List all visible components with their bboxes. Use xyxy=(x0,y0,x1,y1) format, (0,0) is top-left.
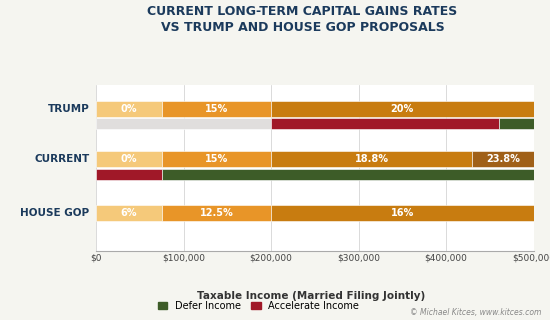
Legend: Defer Income, Accelerate Income: Defer Income, Accelerate Income xyxy=(154,297,363,315)
Text: CURRENT: CURRENT xyxy=(34,154,89,164)
Bar xyxy=(271,151,472,167)
Text: © Michael Kitces, www.kitces.com: © Michael Kitces, www.kitces.com xyxy=(410,308,542,317)
Bar xyxy=(472,151,534,167)
Text: CURRENT LONG-TERM CAPITAL GAINS RATES
VS TRUMP AND HOUSE GOP PROPOSALS: CURRENT LONG-TERM CAPITAL GAINS RATES VS… xyxy=(147,5,458,34)
Text: HOUSE GOP: HOUSE GOP xyxy=(20,208,89,218)
Bar xyxy=(271,118,498,129)
Bar xyxy=(96,169,162,180)
Text: Taxable Income (Married Filing Jointly): Taxable Income (Married Filing Jointly) xyxy=(196,291,425,301)
Bar xyxy=(96,204,162,221)
Text: 15%: 15% xyxy=(205,104,228,114)
Bar xyxy=(96,118,271,129)
Bar xyxy=(271,100,534,117)
Bar xyxy=(498,118,534,129)
Bar xyxy=(96,151,162,167)
Text: 12.5%: 12.5% xyxy=(200,208,233,218)
Bar xyxy=(162,204,271,221)
Text: 23.8%: 23.8% xyxy=(486,154,520,164)
Bar xyxy=(96,100,162,117)
Text: 15%: 15% xyxy=(205,154,228,164)
Bar xyxy=(162,169,534,180)
Bar xyxy=(271,204,534,221)
Text: 0%: 0% xyxy=(121,104,138,114)
Bar xyxy=(162,100,271,117)
Text: 0%: 0% xyxy=(121,154,138,164)
Text: 16%: 16% xyxy=(390,208,414,218)
Text: 20%: 20% xyxy=(390,104,414,114)
Text: 6%: 6% xyxy=(121,208,138,218)
Text: TRUMP: TRUMP xyxy=(47,104,89,114)
Text: 18.8%: 18.8% xyxy=(355,154,389,164)
Bar xyxy=(162,151,271,167)
